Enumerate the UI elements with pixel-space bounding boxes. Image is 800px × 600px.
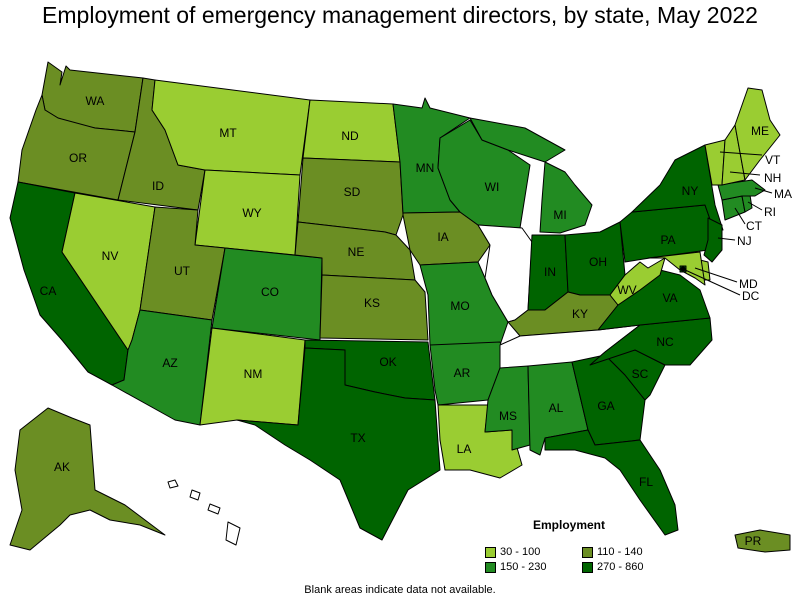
label-ak: AK: [54, 460, 70, 474]
label-al: AL: [549, 401, 564, 415]
label-leaders: [680, 151, 773, 296]
label-ia: IA: [437, 230, 448, 244]
state-nj[interactable]: [703, 217, 723, 263]
label-ms: MS: [499, 409, 517, 423]
footnote: Blank areas indicate data not available.: [304, 584, 496, 596]
legend-item-30-100: 30 - 100: [485, 546, 540, 558]
state-pr[interactable]: [734, 529, 791, 553]
legend-label: 30 - 100: [500, 546, 541, 558]
state-mi[interactable]: [469, 117, 593, 234]
legend-item-150-230: 150 - 230: [485, 561, 546, 573]
label-ar: AR: [454, 366, 471, 380]
label-ok: OK: [379, 355, 396, 369]
label-md: MD: [739, 277, 758, 291]
label-co: CO: [261, 285, 279, 299]
map-title: Employment of emergency management direc…: [42, 2, 758, 28]
label-mn: MN: [416, 161, 435, 175]
label-va: VA: [662, 291, 677, 305]
label-mt: MT: [219, 126, 237, 140]
label-az: AZ: [162, 356, 177, 370]
label-nj: NJ: [737, 234, 752, 248]
state-tx[interactable]: [236, 347, 441, 541]
label-id: ID: [152, 179, 164, 193]
state-ms[interactable]: [484, 365, 531, 451]
label-wv: WV: [617, 283, 636, 297]
label-ks: KS: [364, 296, 380, 310]
state-az[interactable]: [111, 309, 213, 426]
label-ga: GA: [597, 399, 614, 413]
label-ma: MA: [774, 187, 792, 201]
label-oh: OH: [589, 255, 607, 269]
state-labels: WA OR CA NV ID MT WY UT AZ CO NM ND SD N…: [40, 94, 792, 548]
label-in: IN: [544, 265, 556, 279]
state-hi[interactable]: [167, 479, 241, 546]
label-wy: WY: [242, 206, 261, 220]
label-ct: CT: [746, 219, 763, 233]
state-ma[interactable]: [717, 179, 766, 201]
state-ks[interactable]: [319, 274, 429, 341]
legend-title: Employment: [533, 518, 606, 532]
legend-item-270-860: 270 - 860: [582, 561, 643, 573]
label-fl: FL: [639, 475, 653, 489]
legend-item-110-140: 110 - 140: [582, 546, 643, 558]
label-vt: VT: [765, 153, 781, 167]
label-or: OR: [69, 151, 87, 165]
label-ne: NE: [348, 245, 365, 259]
label-pa: PA: [660, 233, 675, 247]
label-ky: KY: [572, 307, 588, 321]
state-nc[interactable]: [589, 317, 713, 366]
state-me[interactable]: [734, 87, 781, 181]
label-ny: NY: [682, 184, 699, 198]
label-me: ME: [751, 124, 769, 138]
label-pr: PR: [745, 534, 762, 548]
label-sd: SD: [344, 185, 361, 199]
state-fl[interactable]: [544, 429, 679, 536]
label-tx: TX: [350, 431, 365, 445]
label-nh: NH: [764, 171, 781, 185]
legend-swatch: [582, 546, 593, 558]
label-mi: MI: [553, 208, 566, 222]
label-ri: RI: [764, 205, 776, 219]
label-sc: SC: [632, 367, 649, 381]
label-nd: ND: [341, 129, 359, 143]
label-mo: MO: [450, 299, 469, 313]
legend-label: 150 - 230: [500, 561, 547, 573]
label-wa: WA: [86, 94, 105, 108]
legend-swatch: [582, 561, 593, 573]
state-ak[interactable]: [9, 407, 166, 551]
legend-label: 270 - 860: [597, 561, 644, 573]
label-ut: UT: [174, 264, 191, 278]
label-ca: CA: [40, 284, 57, 298]
label-dc: DC: [742, 289, 760, 303]
state-ny[interactable]: [631, 144, 724, 231]
legend-swatch: [485, 546, 496, 558]
state-md[interactable]: [647, 251, 706, 286]
legend-swatch: [485, 561, 496, 573]
label-wi: WI: [485, 180, 500, 194]
label-la: LA: [457, 442, 472, 456]
label-nc: NC: [656, 335, 674, 349]
label-nv: NV: [102, 249, 119, 263]
label-nm: NM: [244, 367, 263, 381]
legend-label: 110 - 140: [597, 546, 643, 558]
